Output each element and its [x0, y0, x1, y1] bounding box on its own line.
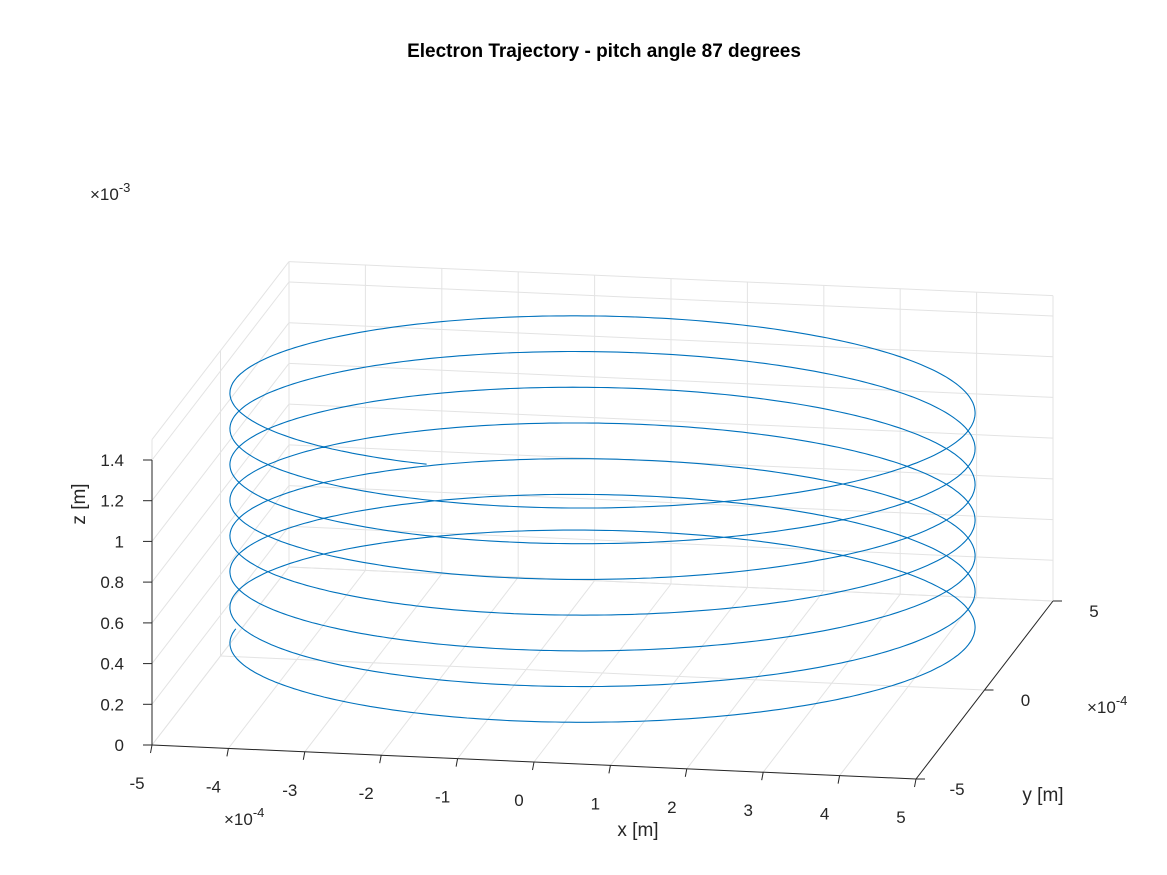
y-tick-label: 0: [1021, 691, 1030, 710]
chart-title: Electron Trajectory - pitch angle 87 deg…: [407, 41, 801, 62]
z-exponent-label: ×10-3: [90, 180, 130, 204]
x-tick-mark: [608, 765, 611, 774]
y-exponent-label: ×10-4: [1087, 693, 1127, 717]
y-tick-label: -5: [949, 780, 964, 799]
grid-line-z-backwall: [288, 281, 1054, 317]
grid-line-backwall-top: [288, 261, 1054, 297]
grid-line-z-backwall: [288, 525, 1054, 561]
tick-labels: -5 -4 -3 -2 -1 0 1 2 3 4 5 -5 0 5 0 0.2 0.4 0.6 0.8 1 1.2 1.4: [100, 451, 1098, 827]
x-tick-label: -1: [435, 788, 450, 807]
z-tick-label: 0.2: [100, 695, 124, 714]
trajectory-line: [229, 315, 976, 723]
grid-line-z-sidewall: [151, 403, 290, 583]
y-tick-label: 5: [1089, 602, 1098, 621]
axes-layer: [143, 459, 1062, 788]
x-tick-label: 1: [591, 794, 600, 813]
grid-line-z-backwall: [288, 362, 1054, 398]
x-tick-mark: [150, 744, 153, 754]
grid-line-z-sidewall: [151, 525, 290, 705]
x-tick-label: 4: [820, 805, 829, 824]
x-tick-label: 0: [514, 791, 523, 810]
x-tick-mark: [226, 748, 229, 757]
x-tick-mark: [837, 775, 841, 784]
x-exponent-label: ×10-4: [224, 805, 264, 829]
z-tick-label: 0.4: [100, 655, 124, 674]
grid-line-z-sidewall: [151, 363, 290, 542]
x-tick-label: -2: [359, 784, 374, 803]
z-tick-label: 1: [115, 532, 124, 551]
x-axis-label: x [m]: [617, 820, 658, 841]
grid-line-y-floor: [220, 655, 985, 691]
grid-line-z-sidewall: [151, 281, 290, 461]
grid-line-z-sidewall: [151, 485, 290, 664]
grid-line-z-backwall: [288, 485, 1054, 521]
x-tick-label: 5: [896, 808, 905, 827]
x-tick-label: -4: [206, 777, 221, 796]
grid-layer: [151, 261, 1054, 780]
grid-line-z-sidewall: [151, 444, 290, 624]
x-tick-mark: [761, 772, 764, 781]
x-tick-label: 2: [667, 798, 676, 817]
z-tick-label: 0: [115, 736, 124, 755]
x-tick-mark: [379, 755, 382, 764]
x-tick-mark: [532, 761, 535, 771]
x-tick-mark: [455, 758, 459, 767]
z-tick-label: 1.4: [100, 451, 124, 470]
grid-line-sidewall-top: [151, 261, 290, 440]
grid-line-z-backwall: [288, 322, 1054, 358]
y-axis-label: y [m]: [1022, 785, 1063, 806]
x-tick-label: 3: [743, 801, 752, 820]
z-tick-label: 0.8: [100, 573, 124, 592]
grid-line-z-backwall: [288, 403, 1054, 439]
z-tick-label: 0.6: [100, 614, 124, 633]
z-axis-label: z [m]: [69, 483, 90, 524]
grid-line-z-backwall: [288, 566, 1054, 602]
x-tick-label: -5: [129, 774, 144, 793]
x-tick-mark: [684, 768, 688, 777]
grid-line-z-sidewall: [151, 566, 290, 746]
x-tick-mark: [914, 778, 917, 788]
z-tick-label: 1.2: [100, 492, 124, 511]
grid-line-z-sidewall: [151, 322, 290, 502]
x-tick-label: -3: [282, 781, 297, 800]
x-tick-mark: [302, 751, 306, 760]
